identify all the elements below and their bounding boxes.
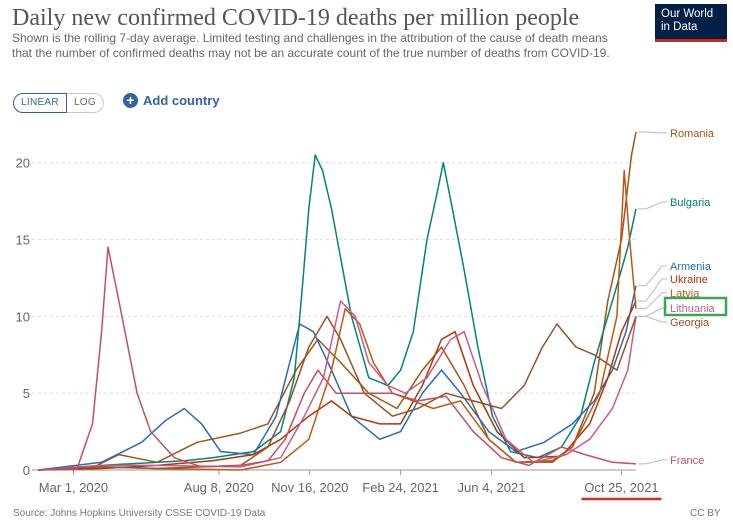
series-line-georgia[interactable]	[37, 315, 637, 471]
line-chart: 0 5 10 15 20 Mar 1, 2020 Aug 8, 2020 Nov 16, 2…	[16, 128, 728, 501]
grid: 0 5 10 15 20	[16, 156, 636, 478]
series-line-romania[interactable]	[37, 131, 637, 471]
legend-leader-line	[638, 201, 667, 210]
legend-leader-line	[638, 315, 667, 323]
legend: RomaniaBulgariaArmeniaUkraineLatviaLithu…	[638, 128, 728, 467]
owid-logo[interactable]: Our World in Data	[655, 4, 727, 42]
legend-label-romania[interactable]: Romania	[670, 128, 715, 140]
x-tick-label: Oct 25, 2021	[584, 480, 658, 495]
legend-leader-line	[638, 292, 667, 310]
legend-leader-line	[638, 278, 667, 302]
legend-label-armenia[interactable]: Armenia	[670, 261, 712, 273]
x-tick-label: Nov 16, 2020	[271, 480, 348, 495]
logo-line-2: in Data	[661, 21, 698, 33]
y-tick-label: 20	[16, 156, 30, 171]
source-note: Source: Johns Hopkins University CSSE CO…	[13, 508, 266, 519]
add-country-button[interactable]: + Add country	[123, 93, 220, 108]
x-tick-label: Aug 8, 2020	[184, 480, 254, 495]
y-tick-label: 5	[23, 386, 30, 401]
legend-leader-line	[638, 307, 667, 317]
series-lines	[37, 131, 637, 471]
add-country-label: Add country	[143, 93, 220, 108]
series-line-latvia[interactable]	[37, 169, 637, 471]
series-line-lithuania[interactable]	[37, 300, 637, 471]
y-tick-label: 10	[16, 309, 30, 324]
series-line-armenia[interactable]	[37, 285, 637, 471]
legend-leader-line	[638, 459, 667, 465]
y-tick-label: 15	[16, 233, 30, 248]
plus-circle-icon: +	[123, 93, 138, 108]
legend-label-georgia[interactable]: Georgia	[670, 317, 710, 329]
series-line-bulgaria[interactable]	[37, 154, 637, 471]
x-tick-label: Feb 24, 2021	[362, 480, 439, 495]
legend-label-ukraine[interactable]: Ukraine	[670, 274, 708, 286]
legend-label-france[interactable]: France	[670, 455, 704, 467]
linear-scale-button[interactable]: LINEAR	[13, 93, 67, 113]
highlight-box	[663, 296, 728, 317]
legend-label-bulgaria[interactable]: Bulgaria	[670, 197, 711, 209]
y-tick-label: 0	[23, 463, 30, 478]
x-tick-label: Jun 4, 2021	[458, 480, 526, 495]
legend-leader-line	[638, 131, 667, 134]
legend-leader-line	[638, 265, 667, 287]
x-axis-ticks: Mar 1, 2020 Aug 8, 2020 Nov 16, 2020 Feb 24…	[39, 470, 662, 501]
chart-subtitle: Shown is the rolling 7-day average. Limi…	[12, 31, 610, 60]
series-line-france[interactable]	[37, 246, 637, 471]
chart-title: Daily new confirmed COVID-19 deaths per …	[12, 5, 580, 31]
series-line-ukraine[interactable]	[37, 300, 637, 471]
legend-label-lithuania[interactable]: Lithuania	[670, 303, 716, 315]
log-scale-button[interactable]: LOG	[66, 93, 104, 113]
logo-line-1: Our World	[661, 8, 714, 20]
scale-toggle: LINEAR LOG	[13, 93, 104, 113]
x-tick-label: Mar 1, 2020	[39, 480, 108, 495]
license-link[interactable]: CC BY	[690, 508, 721, 519]
